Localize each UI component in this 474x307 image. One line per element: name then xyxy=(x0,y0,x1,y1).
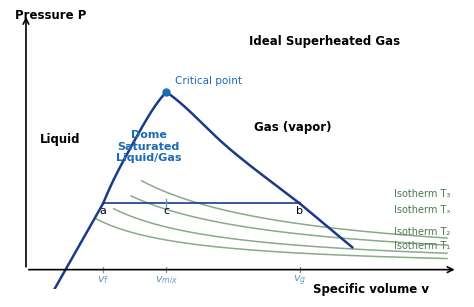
Text: Isotherm T₃: Isotherm T₃ xyxy=(394,189,451,199)
Text: Ideal Superheated Gas: Ideal Superheated Gas xyxy=(249,35,400,48)
Text: Isotherm T₁: Isotherm T₁ xyxy=(394,241,451,251)
Text: Liquid: Liquid xyxy=(40,133,81,146)
Text: c: c xyxy=(163,206,169,216)
Text: Critical point: Critical point xyxy=(175,76,242,86)
Text: $v_f$: $v_f$ xyxy=(97,275,109,286)
Text: Gas (vapor): Gas (vapor) xyxy=(254,121,331,134)
Text: Specific volume v: Specific volume v xyxy=(313,283,429,296)
Text: a: a xyxy=(100,206,107,216)
Text: b: b xyxy=(296,206,303,216)
Text: Pressure P: Pressure P xyxy=(16,9,87,22)
Text: Dome
Saturated
Liquid/Gas: Dome Saturated Liquid/Gas xyxy=(116,130,182,163)
Text: $v_g$: $v_g$ xyxy=(293,274,306,289)
Text: $v_{mix}$: $v_{mix}$ xyxy=(155,275,178,286)
Text: Isotherm Tₓ: Isotherm Tₓ xyxy=(394,205,451,216)
Text: Isotherm T₂: Isotherm T₂ xyxy=(394,227,451,237)
